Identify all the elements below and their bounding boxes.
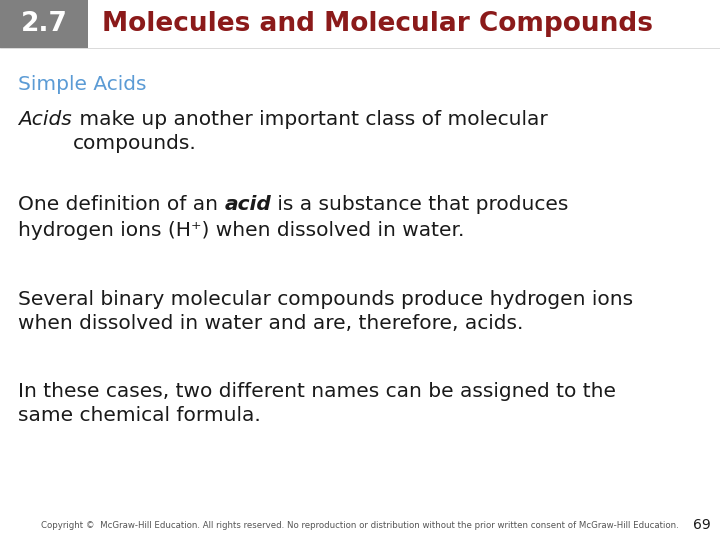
Text: Simple Acids: Simple Acids [18, 76, 146, 94]
Text: In these cases, two different names can be assigned to the
same chemical formula: In these cases, two different names can … [18, 382, 616, 426]
FancyBboxPatch shape [0, 0, 88, 48]
Text: make up another important class of molecular
compounds.: make up another important class of molec… [73, 110, 547, 153]
Text: Acids: Acids [18, 110, 72, 129]
Text: Molecules and Molecular Compounds: Molecules and Molecular Compounds [102, 11, 653, 37]
Text: Several binary molecular compounds produce hydrogen ions
when dissolved in water: Several binary molecular compounds produ… [18, 290, 633, 333]
Text: 69: 69 [693, 518, 711, 532]
Text: hydrogen ions (H⁺) when dissolved in water.: hydrogen ions (H⁺) when dissolved in wat… [18, 221, 464, 240]
Text: is a substance that produces: is a substance that produces [271, 195, 569, 214]
Text: 2.7: 2.7 [21, 11, 68, 37]
Text: Copyright ©  McGraw-Hill Education. All rights reserved. No reproduction or dist: Copyright © McGraw-Hill Education. All r… [41, 521, 679, 530]
Text: acid: acid [225, 195, 271, 214]
Text: One definition of an: One definition of an [18, 195, 225, 214]
